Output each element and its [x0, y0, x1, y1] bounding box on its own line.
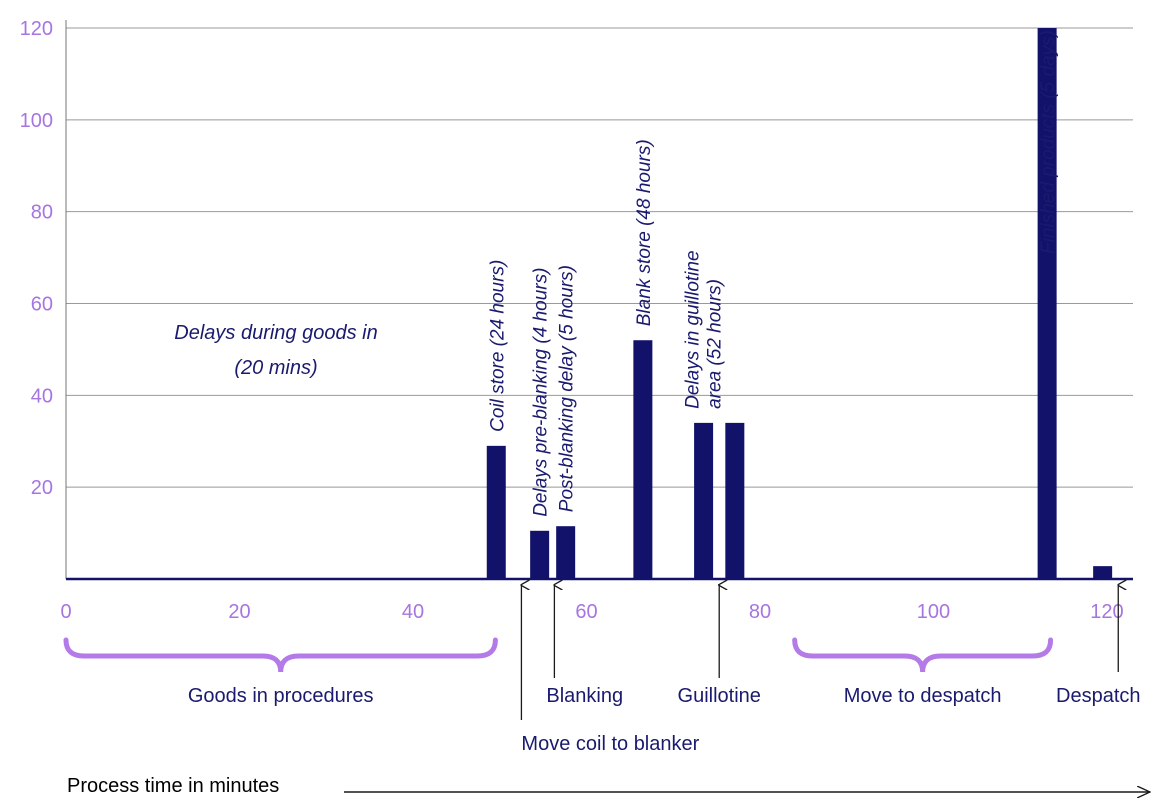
- bar-1: [530, 530, 550, 579]
- bar-3: [633, 340, 653, 579]
- goods-in-delay-note: (20 mins): [234, 357, 317, 379]
- x-tick-label: 120: [1090, 601, 1123, 623]
- marker-label: Despatch: [1056, 685, 1141, 707]
- x-tick-label: 80: [749, 601, 771, 623]
- bar-label: Delays pre-blanking (4 hours): [531, 268, 552, 517]
- phase-label: Goods in procedures: [188, 685, 374, 707]
- x-tick-label: 20: [228, 601, 250, 623]
- x-axis-title: Process time in minutes: [67, 775, 279, 797]
- bar-4: [694, 422, 714, 579]
- bar-5: [725, 422, 745, 579]
- phase-brace: [63, 637, 498, 673]
- y-tick-label: 20: [31, 477, 53, 499]
- x-tick-label: 100: [917, 601, 950, 623]
- phase-label: Move to despatch: [844, 685, 1002, 707]
- bar-label: Delays in guillotine: [683, 250, 704, 408]
- marker-label: Blanking: [546, 685, 623, 707]
- bar-6: [1037, 28, 1057, 579]
- x-tick-label: 40: [402, 601, 424, 623]
- goods-in-delay-note: Delays during goods in: [174, 322, 377, 344]
- y-tick-label: 40: [31, 385, 53, 407]
- y-tick-label: 80: [31, 202, 53, 224]
- y-tick-label: 120: [20, 18, 53, 40]
- bar-2: [556, 526, 576, 579]
- x-tick-label: 0: [60, 601, 71, 623]
- phase-brace: [792, 637, 1054, 673]
- y-tick-label: 100: [20, 110, 53, 132]
- marker-label: Guillotine: [678, 685, 761, 707]
- bar-label: Coil store (24 hours): [487, 260, 508, 432]
- bar-label: Post-blanking delay (5 hours): [557, 265, 578, 512]
- bar-0: [486, 445, 506, 579]
- bar-label: Finished products (5 days): [1038, 30, 1059, 254]
- bar-label: Blank store (48 hours): [634, 139, 655, 326]
- bar-7: [1093, 566, 1113, 579]
- y-tick-label: 60: [31, 294, 53, 316]
- x-tick-label: 60: [575, 601, 597, 623]
- bar-label: area (52 hours): [705, 279, 726, 409]
- marker-label: Move coil to blanker: [521, 733, 699, 755]
